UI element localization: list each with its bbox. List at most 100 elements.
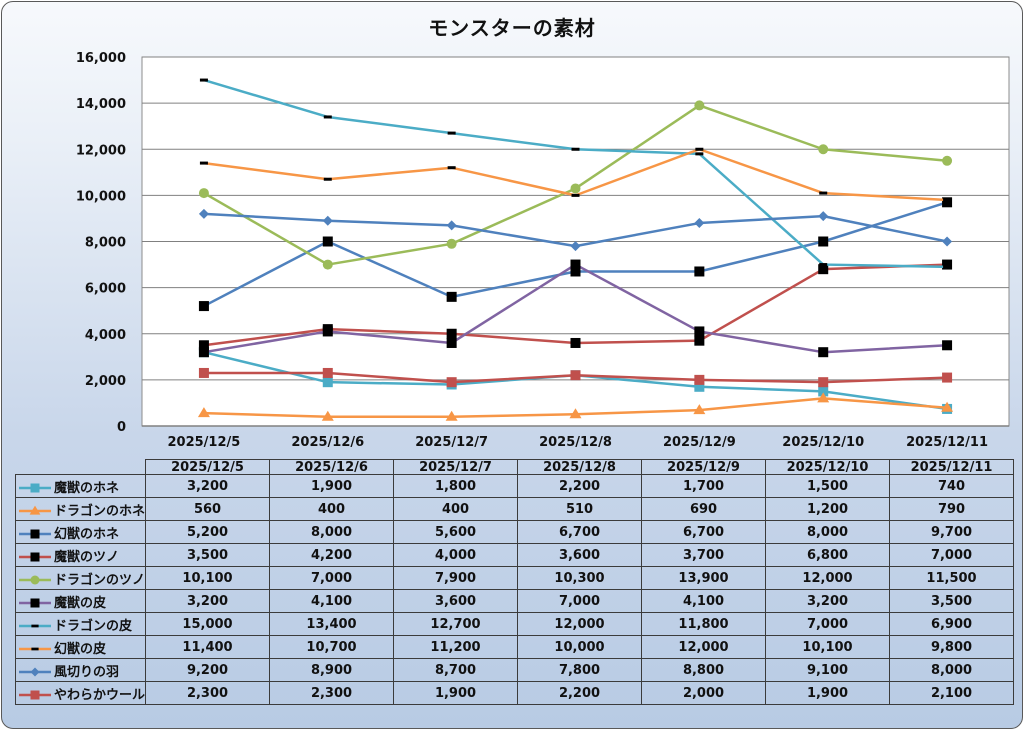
table-value-cell: 3,200	[765, 589, 891, 613]
table-value-cell: 4,100	[641, 589, 767, 613]
y-tick-label: 14,000	[76, 97, 126, 112]
legend-label-cell: やわらかウール	[14, 681, 147, 705]
data-point	[445, 410, 458, 421]
table-value-cell: 12,000	[765, 566, 891, 590]
series-name: ドラゴンのツノ	[54, 572, 146, 588]
data-point	[818, 386, 829, 397]
x-tick-label: 2025/12/9	[663, 435, 736, 450]
table-value-cell: 8,000	[269, 520, 395, 544]
table-value-cell: 8,900	[269, 658, 395, 682]
table-value-cell: 3,200	[145, 589, 271, 613]
table-value-cell: 7,900	[393, 566, 519, 590]
y-axis-ticks: 0 2,000 4,000 6,000 8,000 10,000 12,000 14,000 1…	[76, 51, 126, 435]
table-row: 幻獣の皮 11,400 10,700 11,200 10,000 12,000 10,100…	[14, 635, 1015, 659]
table-value-cell: 7,000	[889, 543, 1015, 567]
series-6	[199, 78, 952, 269]
table-value-cell: 7,000	[269, 566, 395, 590]
legend-label-cell: 魔獣のツノ	[14, 543, 147, 567]
data-point	[694, 100, 705, 111]
table-row: ドラゴンの皮 15,000 13,400 12,700 12,000 11,800 7,00…	[14, 612, 1015, 636]
table-value-cell: 11,200	[393, 635, 519, 659]
data-point	[694, 381, 705, 392]
series-group	[197, 78, 954, 421]
data-point	[942, 259, 953, 270]
data-point	[570, 241, 581, 252]
table-value-cell: 1,700	[641, 474, 767, 498]
data-point	[322, 215, 333, 226]
legend-key-icon	[19, 667, 51, 677]
data-point	[322, 236, 333, 247]
legend-key-icon	[19, 624, 51, 628]
table-value-cell: 13,900	[641, 566, 767, 590]
table-column-header: 2025/12/5	[145, 459, 271, 475]
data-point	[446, 238, 457, 249]
table-value-cell: 12,000	[641, 635, 767, 659]
series-name: 幻獣の皮	[54, 641, 107, 657]
table-value-cell: 10,000	[517, 635, 643, 659]
x-tick-label: 2025/12/6	[291, 435, 364, 450]
data-point	[942, 197, 953, 208]
legend-label-cell: 魔獣の皮	[14, 589, 147, 613]
data-point	[323, 115, 332, 119]
series-8	[198, 208, 953, 252]
series-name: 魔獣のツノ	[54, 549, 120, 565]
series-7	[199, 147, 952, 202]
table-value-cell: 4,100	[269, 589, 395, 613]
series-name: ドラゴンの皮	[54, 618, 133, 634]
table-value-cell: 11,800	[641, 612, 767, 636]
x-tick-label: 2025/12/8	[539, 435, 612, 450]
table-value-cell: 10,100	[145, 566, 271, 590]
table-value-cell: 2,000	[641, 681, 767, 705]
table-value-cell: 3,500	[145, 543, 271, 567]
series-2	[198, 197, 953, 312]
data-point	[321, 410, 334, 421]
table-value-cell: 400	[269, 497, 395, 521]
table-value-cell: 10,300	[517, 566, 643, 590]
legend-key-icon	[19, 690, 51, 700]
data-point	[197, 407, 210, 418]
table-value-cell: 8,000	[765, 520, 891, 544]
data-point	[570, 370, 581, 381]
series-name: やわらかウール	[54, 687, 146, 703]
data-point	[694, 335, 705, 346]
table-value-cell: 7,800	[517, 658, 643, 682]
table-value-cell: 7,000	[517, 589, 643, 613]
series-1	[197, 392, 954, 421]
table-value-cell: 1,500	[765, 474, 891, 498]
table-value-cell: 740	[889, 474, 1015, 498]
data-point	[322, 259, 333, 270]
table-value-cell: 8,000	[889, 658, 1015, 682]
table-value-cell: 15,000	[145, 612, 271, 636]
table-value-cell: 3,600	[393, 589, 519, 613]
legend-key-icon	[19, 598, 51, 608]
table-column-header: 2025/12/8	[517, 459, 643, 475]
table-value-cell: 1,900	[393, 681, 519, 705]
data-point	[198, 340, 209, 351]
table-row: 魔獣のホネ 3,200 1,900 1,800 2,200 1,700 1,500 740	[14, 474, 1015, 498]
table-value-cell: 560	[145, 497, 271, 521]
y-tick-label: 10,000	[76, 189, 126, 204]
data-point	[942, 340, 953, 351]
data-point	[943, 265, 952, 269]
legend-label-cell: ドラゴンのホネ	[14, 497, 147, 521]
data-point	[199, 78, 208, 82]
x-tick-label: 2025/12/11	[906, 435, 988, 450]
series-name: ドラゴンのホネ	[54, 503, 146, 519]
table-value-cell: 3,700	[641, 543, 767, 567]
data-point	[817, 392, 830, 403]
legend-key-icon	[19, 505, 51, 515]
data-point	[570, 337, 581, 348]
y-tick-label: 8,000	[85, 236, 126, 251]
table-value-cell: 9,700	[889, 520, 1015, 544]
data-point	[942, 155, 953, 166]
table-value-cell: 10,100	[765, 635, 891, 659]
table-value-cell: 3,200	[145, 474, 271, 498]
table-row: 魔獣のツノ 3,500 4,200 4,000 3,600 3,700 6,800 7,000	[14, 543, 1015, 567]
y-tick-label: 2,000	[85, 374, 126, 389]
y-tick-label: 16,000	[76, 51, 126, 66]
table-value-cell: 9,800	[889, 635, 1015, 659]
table-row: 魔獣の皮 3,200 4,100 3,600 7,000 4,100 3,200 3,500	[14, 589, 1015, 613]
table-value-cell: 9,100	[765, 658, 891, 682]
data-point	[323, 177, 332, 181]
table-value-cell: 11,500	[889, 566, 1015, 590]
